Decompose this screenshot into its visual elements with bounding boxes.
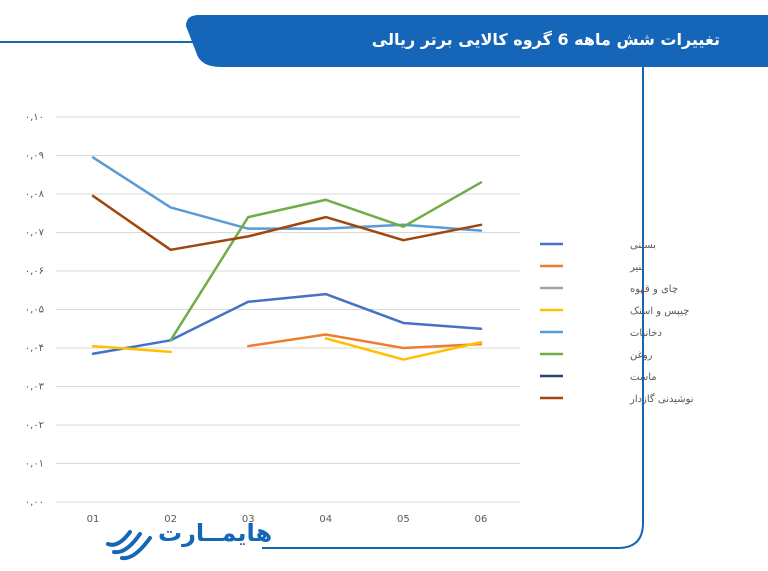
legend-label: دخانیات [630,328,662,339]
y-tick-label: ۰,۰۹ [25,151,44,162]
legend: بستنی پنیر چای و قهوه چیپس و اسنک دخانیات روغ… [540,240,694,405]
series-line [91,194,483,252]
x-tick-label: 03 [242,514,255,525]
y-tick-label: ۰,۰۸ [25,189,45,200]
series-روغن [169,181,483,342]
series-line [91,292,483,356]
legend-label: روغن [630,350,653,361]
legend-label: بستنی [630,240,656,251]
y-tick-label: ۰,۰۴ [25,343,44,354]
y-axis-ticks: ۰,۰۰ ۰,۰۱ ۰,۰۲ ۰,۰۳ ۰,۰۴ ۰,۰۵ ۰,۰۶ ۰,۰۷ ۰,۰۸ ۰,۰۹… [25,112,45,508]
legend-label: چیپس و اسنک [630,306,689,317]
series-line [324,337,483,361]
x-tick-label: 02 [164,514,177,525]
y-tick-label: ۰,۱۰ [25,112,44,123]
x-tick-label: 01 [87,514,100,525]
y-tick-label: ۰,۰۶ [25,266,44,277]
legend-label: پنیر [629,262,645,273]
title-banner [186,15,768,67]
series-نوشیدنی گازدار [91,194,483,252]
y-tick-label: ۰,۰۷ [25,228,45,239]
x-tick-label: 06 [475,514,488,525]
x-tick-label: 05 [397,514,410,525]
legend-label: ماست [630,372,657,383]
series-دخانیات [91,156,483,232]
legend-label: نوشیدنی گازدار [629,393,694,405]
x-tick-label: 04 [319,514,332,525]
series-بستنی [91,292,483,356]
y-tick-label: ۰,۰۰ [25,497,44,508]
y-tick-label: ۰,۰۲ [25,420,44,431]
page-title: تغییرات شش ماهه 6 گروه کالایی برتر ریالی [371,30,720,49]
legend-label: چای و قهوه [630,284,678,295]
series-پنیر [246,333,483,350]
series-چیپس و اسنک [91,337,483,361]
series-line [169,181,483,342]
y-tick-label: ۰,۰۱ [25,459,44,470]
y-tick-label: ۰,۰۳ [25,382,45,393]
x-axis-ticks: 01 02 03 04 05 06 [87,514,488,525]
gridlines [56,116,520,503]
series-lines [91,156,483,361]
series-line [246,333,483,350]
logo-mark-icon [106,530,152,561]
series-line [91,156,483,232]
brand-logo-text: هایمــارت [158,519,273,547]
series-line [91,344,172,354]
y-tick-label: ۰,۰۵ [25,305,44,316]
side-frame-line [262,67,644,549]
